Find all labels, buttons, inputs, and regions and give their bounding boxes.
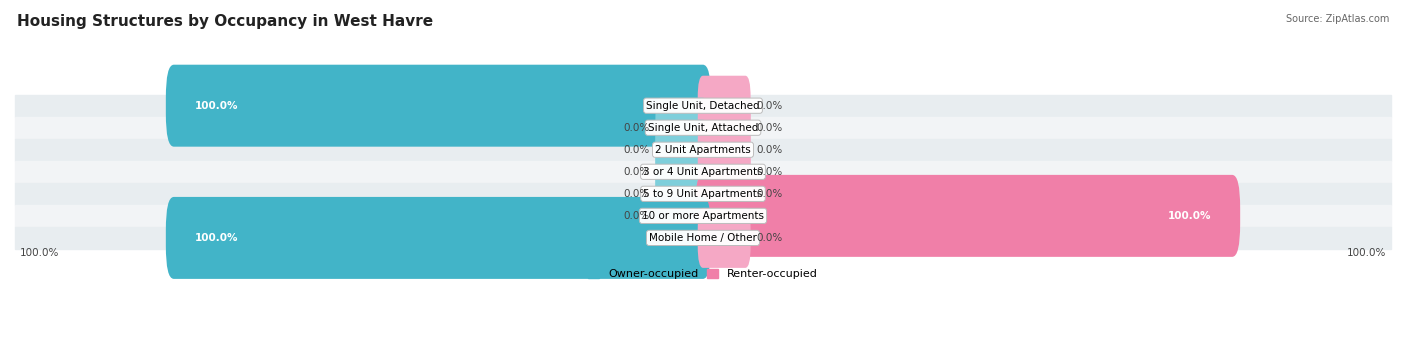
Text: 100.0%: 100.0% <box>20 248 59 258</box>
Text: Single Unit, Detached: Single Unit, Detached <box>647 101 759 111</box>
Text: Housing Structures by Occupancy in West Havre: Housing Structures by Occupancy in West … <box>17 14 433 29</box>
Bar <box>15 117 1391 139</box>
Bar <box>15 95 1391 117</box>
Text: 0.0%: 0.0% <box>624 123 650 133</box>
Text: 3 or 4 Unit Apartments: 3 or 4 Unit Apartments <box>643 167 763 177</box>
Bar <box>15 227 1391 249</box>
FancyBboxPatch shape <box>697 120 751 180</box>
Bar <box>15 161 1391 183</box>
Text: 0.0%: 0.0% <box>756 189 782 199</box>
Text: 5 to 9 Unit Apartments: 5 to 9 Unit Apartments <box>644 189 762 199</box>
Text: 100.0%: 100.0% <box>195 233 239 243</box>
FancyBboxPatch shape <box>697 208 751 268</box>
FancyBboxPatch shape <box>655 120 709 180</box>
FancyBboxPatch shape <box>655 98 709 158</box>
FancyBboxPatch shape <box>166 197 711 279</box>
Text: Source: ZipAtlas.com: Source: ZipAtlas.com <box>1285 14 1389 24</box>
FancyBboxPatch shape <box>655 142 709 202</box>
Text: Single Unit, Attached: Single Unit, Attached <box>648 123 758 133</box>
FancyBboxPatch shape <box>697 164 751 224</box>
FancyBboxPatch shape <box>655 186 709 246</box>
Text: 0.0%: 0.0% <box>624 167 650 177</box>
FancyBboxPatch shape <box>655 164 709 224</box>
FancyBboxPatch shape <box>697 142 751 202</box>
Text: 2 Unit Apartments: 2 Unit Apartments <box>655 145 751 155</box>
Bar <box>15 183 1391 205</box>
FancyBboxPatch shape <box>697 76 751 136</box>
Text: 0.0%: 0.0% <box>624 211 650 221</box>
Text: 100.0%: 100.0% <box>195 101 239 111</box>
FancyBboxPatch shape <box>166 65 711 147</box>
Text: 0.0%: 0.0% <box>756 145 782 155</box>
Bar <box>15 205 1391 227</box>
Text: 0.0%: 0.0% <box>756 101 782 111</box>
Text: 10 or more Apartments: 10 or more Apartments <box>643 211 763 221</box>
Text: 0.0%: 0.0% <box>756 123 782 133</box>
Text: 100.0%: 100.0% <box>1167 211 1211 221</box>
Bar <box>15 139 1391 161</box>
FancyBboxPatch shape <box>697 98 751 158</box>
Text: 0.0%: 0.0% <box>624 189 650 199</box>
Text: 100.0%: 100.0% <box>1347 248 1386 258</box>
Text: Mobile Home / Other: Mobile Home / Other <box>650 233 756 243</box>
Text: 0.0%: 0.0% <box>756 167 782 177</box>
Legend: Owner-occupied, Renter-occupied: Owner-occupied, Renter-occupied <box>583 264 823 284</box>
Text: 0.0%: 0.0% <box>624 145 650 155</box>
Text: 0.0%: 0.0% <box>756 233 782 243</box>
FancyBboxPatch shape <box>695 175 1240 257</box>
